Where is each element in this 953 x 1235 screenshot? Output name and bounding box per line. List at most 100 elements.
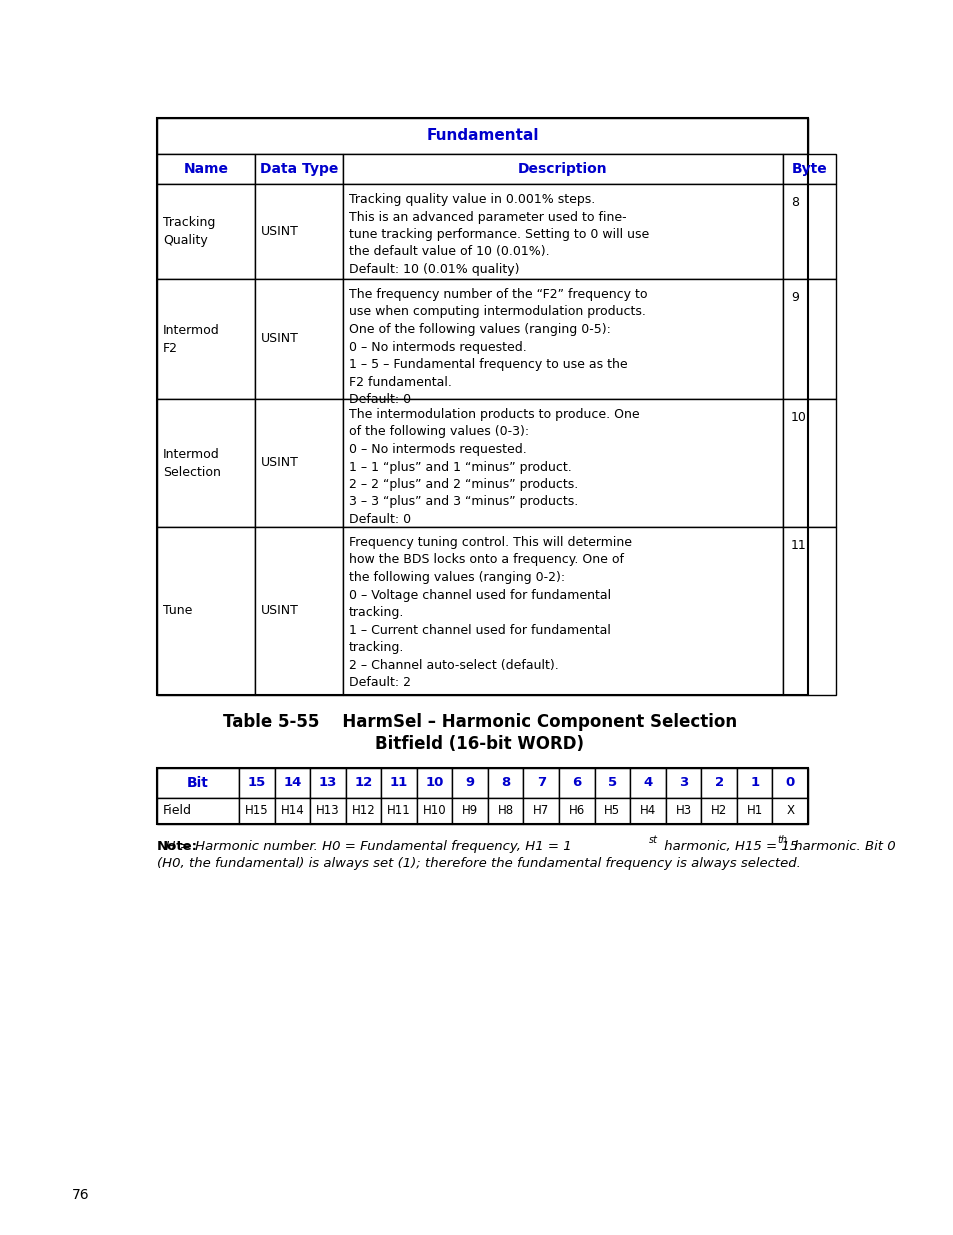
- Text: Tune: Tune: [163, 604, 193, 618]
- Text: Bitfield (16-bit WORD): Bitfield (16-bit WORD): [375, 735, 584, 753]
- Bar: [452, 798, 487, 824]
- Bar: [700, 768, 736, 798]
- Text: Data Type: Data Type: [259, 162, 337, 177]
- Bar: [157, 184, 254, 279]
- Text: H13: H13: [315, 804, 339, 818]
- Text: Byte: Byte: [791, 162, 826, 177]
- Text: harmonic. Bit 0: harmonic. Bit 0: [789, 840, 895, 853]
- Bar: [487, 798, 523, 824]
- Text: Tracking
Quality: Tracking Quality: [163, 216, 215, 247]
- Bar: [665, 798, 700, 824]
- Bar: [381, 798, 416, 824]
- Bar: [558, 768, 594, 798]
- Bar: [782, 279, 835, 399]
- Text: H11: H11: [387, 804, 411, 818]
- Text: 10: 10: [425, 777, 443, 789]
- Bar: [487, 768, 523, 798]
- Text: Intermod
F2: Intermod F2: [163, 324, 219, 354]
- Text: 0: 0: [784, 777, 794, 789]
- Bar: [310, 798, 345, 824]
- Bar: [700, 798, 736, 824]
- Bar: [594, 768, 630, 798]
- Bar: [157, 119, 807, 695]
- Text: H3: H3: [675, 804, 691, 818]
- Text: Description: Description: [517, 162, 607, 177]
- Bar: [345, 798, 381, 824]
- Text: harmonic, H15 = 15: harmonic, H15 = 15: [659, 840, 798, 853]
- Text: The intermodulation products to produce. One
of the following values (0-3):
0 – : The intermodulation products to produce.…: [349, 408, 639, 526]
- Text: Bit: Bit: [187, 776, 209, 790]
- Text: H10: H10: [422, 804, 446, 818]
- Bar: [782, 399, 835, 527]
- Text: 5: 5: [607, 777, 617, 789]
- Bar: [254, 399, 343, 527]
- Text: H2: H2: [710, 804, 726, 818]
- Text: H15: H15: [245, 804, 269, 818]
- Bar: [523, 798, 558, 824]
- Bar: [157, 399, 254, 527]
- Bar: [782, 527, 835, 695]
- Text: 1: 1: [749, 777, 759, 789]
- Bar: [736, 798, 772, 824]
- Text: 4: 4: [642, 777, 652, 789]
- Text: 10: 10: [790, 411, 806, 424]
- Bar: [157, 279, 254, 399]
- Text: USINT: USINT: [261, 604, 298, 618]
- Text: USINT: USINT: [261, 457, 298, 469]
- Bar: [157, 768, 239, 798]
- Text: H5: H5: [603, 804, 619, 818]
- Bar: [772, 798, 807, 824]
- Bar: [343, 154, 782, 184]
- Bar: [736, 768, 772, 798]
- Bar: [381, 768, 416, 798]
- Text: 8: 8: [500, 777, 510, 789]
- Text: 14: 14: [283, 777, 301, 789]
- Text: H4: H4: [639, 804, 656, 818]
- Text: 12: 12: [354, 777, 373, 789]
- Text: Tracking quality value in 0.001% steps.
This is an advanced parameter used to fi: Tracking quality value in 0.001% steps. …: [349, 193, 649, 275]
- Bar: [416, 768, 452, 798]
- Text: H8: H8: [497, 804, 514, 818]
- Bar: [239, 798, 274, 824]
- Text: Frequency tuning control. This will determine
how the BDS locks onto a frequency: Frequency tuning control. This will dete…: [349, 536, 631, 689]
- Bar: [239, 768, 274, 798]
- Bar: [665, 768, 700, 798]
- Text: 7: 7: [537, 777, 545, 789]
- Text: H12: H12: [352, 804, 375, 818]
- Text: H9: H9: [461, 804, 477, 818]
- Bar: [630, 798, 665, 824]
- Text: 6: 6: [572, 777, 581, 789]
- Bar: [157, 798, 239, 824]
- Bar: [343, 184, 782, 279]
- Bar: [452, 768, 487, 798]
- Text: 9: 9: [790, 291, 798, 304]
- Text: H6: H6: [568, 804, 584, 818]
- Text: 13: 13: [318, 777, 336, 789]
- Bar: [254, 527, 343, 695]
- Bar: [343, 527, 782, 695]
- Bar: [343, 399, 782, 527]
- Text: The frequency number of the “F2” frequency to
use when computing intermodulation: The frequency number of the “F2” frequen…: [349, 288, 647, 406]
- Bar: [274, 768, 310, 798]
- Text: Note:: Note:: [157, 840, 198, 853]
- Text: 2: 2: [714, 777, 723, 789]
- Text: USINT: USINT: [261, 225, 298, 238]
- Bar: [630, 768, 665, 798]
- Text: 8: 8: [790, 196, 799, 209]
- Text: Intermod
Selection: Intermod Selection: [163, 447, 221, 478]
- Bar: [594, 798, 630, 824]
- Bar: [558, 798, 594, 824]
- Bar: [782, 154, 835, 184]
- Text: X: X: [785, 804, 794, 818]
- Bar: [157, 119, 807, 154]
- Text: 15: 15: [248, 777, 266, 789]
- Text: (H0, the fundamental) is always set (1); therefore the fundamental frequency is : (H0, the fundamental) is always set (1);…: [157, 857, 800, 869]
- Text: 11: 11: [390, 777, 408, 789]
- Bar: [416, 798, 452, 824]
- Text: 76: 76: [71, 1188, 90, 1202]
- Text: st: st: [648, 835, 658, 845]
- Text: 3: 3: [679, 777, 687, 789]
- Bar: [157, 527, 254, 695]
- Text: Name: Name: [183, 162, 229, 177]
- Text: Field: Field: [163, 804, 192, 818]
